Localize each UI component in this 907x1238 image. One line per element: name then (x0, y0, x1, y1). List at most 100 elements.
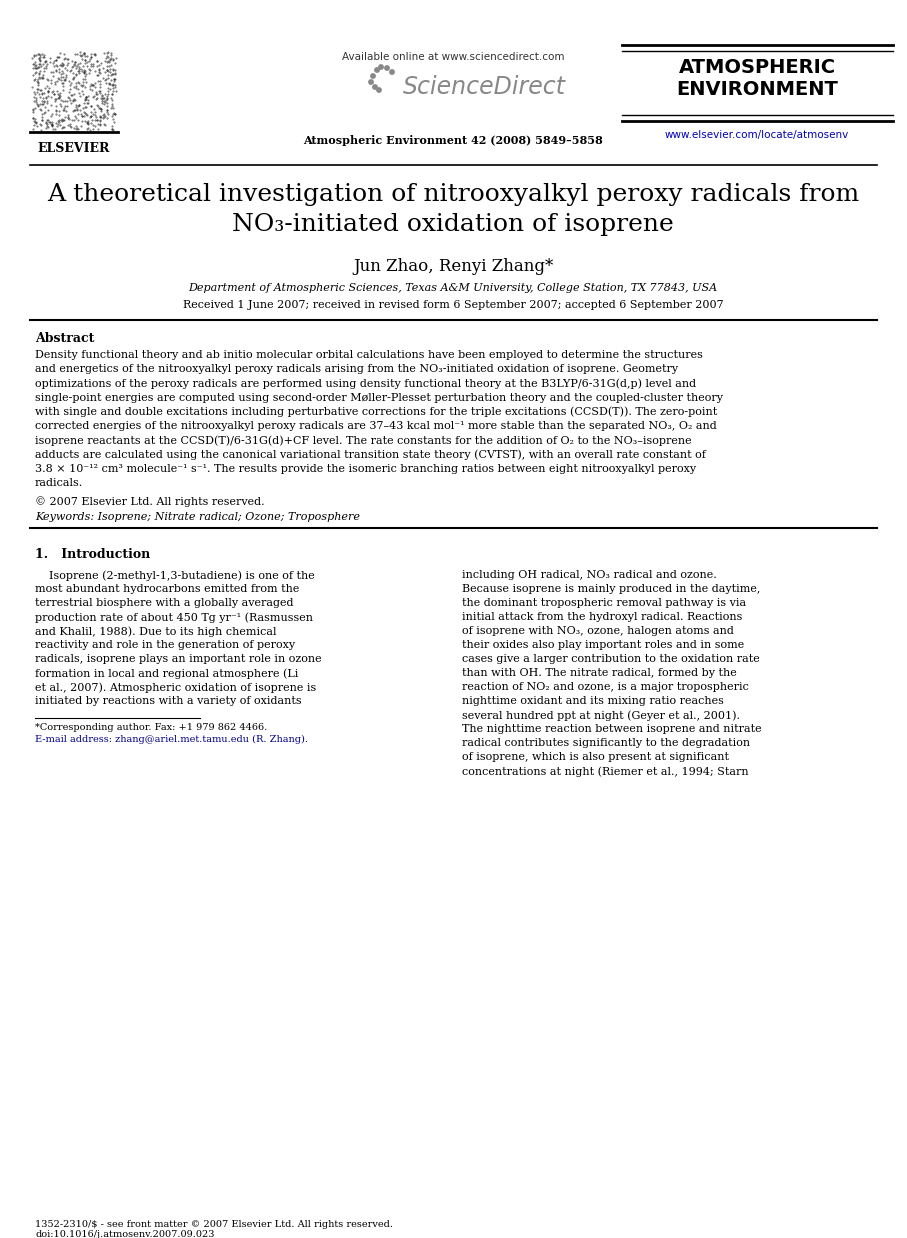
Point (63, 61, 78, 80)
Point (83, 50, 98, 69)
Text: ELSEVIER: ELSEVIER (38, 142, 110, 155)
Point (86, 119, 101, 139)
Point (100, 43, 114, 63)
Point (104, 90, 119, 110)
Point (76, 43, 91, 63)
Point (48, 95, 63, 115)
Point (39, 118, 54, 137)
Point (102, 74, 117, 94)
Point (84, 97, 99, 116)
Text: ATMOSPHERIC: ATMOSPHERIC (678, 58, 835, 77)
Point (88, 77, 102, 97)
Point (73, 45, 87, 64)
Point (38, 52, 53, 72)
Point (101, 47, 115, 67)
Point (90, 64, 104, 84)
Point (100, 87, 114, 106)
Point (67, 54, 82, 74)
Point (72, 95, 86, 115)
Text: Jun Zhao, Renyi Zhang*: Jun Zhao, Renyi Zhang* (353, 258, 553, 275)
Point (105, 74, 120, 94)
Point (92, 98, 106, 118)
Point (44, 69, 58, 89)
Point (72, 95, 86, 115)
Point (31, 72, 45, 92)
Point (52, 63, 66, 83)
Point (34, 57, 48, 77)
Point (26, 53, 41, 73)
Point (68, 95, 83, 115)
Point (93, 110, 107, 130)
Point (63, 114, 77, 134)
Point (68, 109, 83, 129)
Point (106, 59, 121, 79)
Point (33, 51, 47, 71)
Point (34, 92, 49, 111)
Point (51, 88, 65, 108)
Point (59, 67, 73, 87)
Point (78, 53, 93, 73)
Point (26, 46, 41, 66)
Point (93, 106, 107, 126)
Point (94, 99, 109, 119)
Point (45, 53, 60, 73)
Text: Atmospheric Environment 42 (2008) 5849–5858: Atmospheric Environment 42 (2008) 5849–5… (303, 135, 603, 146)
Point (48, 74, 63, 94)
Point (68, 54, 83, 74)
Text: 1352-2310/$ - see front matter © 2007 Elsevier Ltd. All rights reserved.: 1352-2310/$ - see front matter © 2007 El… (35, 1219, 393, 1229)
Point (33, 80, 47, 100)
Point (103, 54, 118, 74)
Point (78, 97, 93, 116)
Point (100, 100, 114, 120)
Point (29, 56, 44, 76)
Point (25, 102, 40, 121)
Point (84, 74, 99, 94)
Point (49, 71, 63, 90)
Point (108, 53, 122, 73)
Point (89, 84, 103, 104)
Point (72, 73, 86, 93)
Point (28, 113, 43, 132)
Point (88, 116, 102, 136)
Text: initiated by reactions with a variety of oxidants: initiated by reactions with a variety of… (35, 696, 302, 706)
Text: 1.   Introduction: 1. Introduction (35, 548, 151, 561)
Point (45, 115, 60, 135)
Point (76, 57, 91, 77)
Point (33, 114, 47, 134)
Point (74, 106, 89, 126)
Point (62, 88, 76, 108)
Text: NO₃-initiated oxidation of isoprene: NO₃-initiated oxidation of isoprene (232, 213, 674, 236)
Point (49, 50, 63, 69)
Point (86, 104, 101, 124)
Point (81, 87, 95, 106)
Point (30, 94, 44, 114)
Point (38, 87, 53, 106)
Point (56, 63, 71, 83)
Point (46, 52, 61, 72)
Point (100, 88, 114, 108)
Point (29, 58, 44, 78)
Text: isoprene reactants at the CCSD(T)/6-31G(d)+CF level. The rate constants for the : isoprene reactants at the CCSD(T)/6-31G(… (35, 436, 692, 446)
Text: Department of Atmospheric Sciences, Texas A&M University, College Station, TX 77: Department of Atmospheric Sciences, Texa… (189, 284, 717, 293)
Text: Keywords: Isoprene; Nitrate radical; Ozone; Troposphere: Keywords: Isoprene; Nitrate radical; Ozo… (35, 513, 360, 522)
Point (83, 103, 98, 123)
Point (74, 106, 89, 126)
Point (62, 72, 76, 92)
Point (27, 54, 42, 74)
Point (25, 48, 40, 68)
Point (32, 64, 46, 84)
Point (76, 103, 91, 123)
Point (105, 98, 120, 118)
Point (88, 62, 102, 82)
Point (87, 102, 102, 121)
Point (79, 104, 93, 124)
Point (99, 97, 113, 116)
Point (33, 47, 47, 67)
Point (78, 51, 93, 71)
Point (30, 71, 44, 90)
Point (97, 104, 112, 124)
Point (27, 99, 42, 119)
Point (83, 63, 97, 83)
Point (71, 73, 85, 93)
Point (99, 48, 113, 68)
